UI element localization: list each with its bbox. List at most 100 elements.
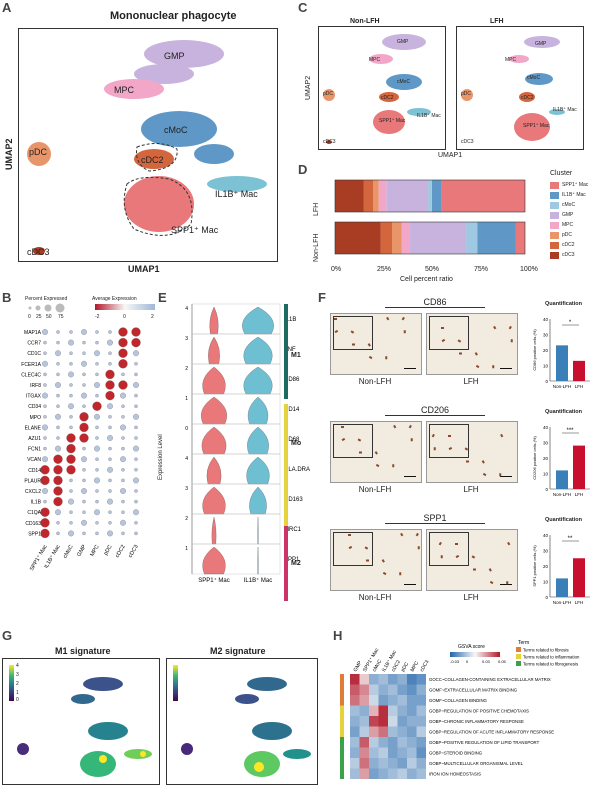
b-dot bbox=[43, 383, 47, 387]
f-quant-title: Quantification bbox=[545, 301, 582, 307]
e-gene-label: MRC1 bbox=[284, 527, 302, 533]
f-scalebar bbox=[404, 583, 416, 585]
b-dot bbox=[56, 425, 60, 430]
b-dot bbox=[82, 446, 86, 451]
b-dot bbox=[40, 475, 50, 486]
f-scalebar bbox=[404, 475, 416, 477]
e-gene-label: SPP1 bbox=[284, 557, 300, 563]
panel-b-legend-graphic bbox=[28, 303, 155, 313]
h-cell bbox=[416, 768, 426, 779]
b-dot bbox=[43, 446, 47, 451]
b-dot bbox=[94, 477, 100, 484]
b-dot bbox=[121, 510, 125, 514]
b-dot bbox=[95, 330, 99, 334]
d-legend-swatch bbox=[550, 251, 559, 259]
b-gene-label: PLAUR bbox=[24, 478, 41, 484]
h-legend-tick: 0.05 bbox=[498, 659, 507, 664]
panel-h-label: H bbox=[333, 628, 343, 643]
d-lfh-seg-4 bbox=[378, 180, 387, 212]
h-term-label: GOMF~COLLAGEN BINDING bbox=[429, 698, 488, 703]
h-term-legend-label: Terms related to inflammation bbox=[523, 655, 580, 660]
h-cell bbox=[350, 768, 360, 779]
panel-d-legend-title: Cluster bbox=[550, 170, 573, 177]
b-dot bbox=[133, 445, 139, 452]
f-bar bbox=[556, 345, 568, 381]
d-nonlfh-seg-1 bbox=[477, 222, 516, 254]
b-dot bbox=[120, 456, 126, 463]
b-dot bbox=[95, 393, 99, 398]
h-cell bbox=[397, 726, 407, 737]
h-cell bbox=[388, 737, 398, 748]
b-dot bbox=[69, 521, 73, 525]
panel-g-right-scatter bbox=[173, 665, 311, 777]
b-dot bbox=[95, 340, 99, 345]
h-term-category bbox=[340, 705, 344, 716]
e-violin-il1b bbox=[242, 306, 274, 335]
e-violin-il1b bbox=[246, 456, 270, 485]
label-cdc2: cDC2 bbox=[141, 155, 164, 165]
label-mpc: MPC bbox=[114, 85, 134, 95]
h-term-category bbox=[340, 737, 344, 748]
b-gene-label: CD1C bbox=[27, 351, 41, 357]
panel-a-title: Mononuclear phagocyte bbox=[110, 10, 237, 22]
panel-g-left-umap: 4 3 2 1 0 bbox=[2, 658, 160, 785]
f-ytick: 10 bbox=[543, 472, 549, 477]
b-dot bbox=[82, 499, 86, 504]
h-legend-tick: 0.03 bbox=[482, 659, 491, 664]
panel-c-label: C bbox=[298, 0, 308, 15]
b-dot bbox=[68, 371, 74, 378]
panel-d-xlabel: Cell percent ratio bbox=[400, 276, 453, 283]
b-dot bbox=[108, 351, 112, 355]
h-term-label: IRON ION HOMEOSTASIS bbox=[429, 772, 481, 777]
e-violin-il1b bbox=[247, 396, 269, 425]
f-xlabel: Non-LFH bbox=[553, 492, 571, 497]
b-group-label: cDC3 bbox=[128, 544, 140, 559]
b-dot bbox=[121, 415, 125, 419]
d-nonlfh-seg-4 bbox=[401, 222, 410, 254]
e-bracket-m2: M2 bbox=[291, 560, 301, 567]
f-xlabel: Non-LFH bbox=[553, 600, 571, 605]
g-tick-4: 4 bbox=[16, 663, 19, 669]
c-left-il1b: IL1B⁺ Mac bbox=[417, 113, 441, 119]
b-gene-label: IL1B bbox=[31, 500, 42, 506]
b-dot bbox=[82, 372, 86, 377]
b-dot bbox=[95, 457, 99, 461]
b-dot bbox=[134, 457, 138, 461]
b-dot bbox=[134, 404, 138, 408]
h-term-label: GOCC~COLLAGEN-CONTAINING EXTRACELLULAR M… bbox=[429, 677, 551, 682]
b-dot bbox=[81, 519, 87, 526]
b-group-label: MPC bbox=[89, 544, 100, 558]
f-bar bbox=[556, 470, 568, 489]
label-cdc3: cDC3 bbox=[27, 247, 50, 257]
f-xlabel: LFH bbox=[575, 492, 584, 497]
c-left-cdc2: cDC2 bbox=[381, 95, 394, 101]
d-legend-item: cMoC bbox=[550, 200, 588, 210]
e-ytick: 1 bbox=[185, 546, 188, 552]
f-ytick: 10 bbox=[543, 364, 549, 369]
b-dot bbox=[82, 478, 86, 483]
c-left-spp1: SPP1⁺ Mac bbox=[379, 118, 406, 124]
h-cell bbox=[378, 674, 388, 685]
b-dot bbox=[69, 383, 73, 387]
e-violin-spp1 bbox=[201, 396, 227, 425]
b-dot bbox=[82, 383, 86, 387]
f-micrograph bbox=[426, 529, 518, 591]
b-dot bbox=[81, 329, 87, 335]
b-dot bbox=[108, 489, 112, 493]
h-cell bbox=[416, 747, 426, 758]
b-dot bbox=[94, 445, 100, 452]
e-violin-spp1 bbox=[211, 516, 217, 545]
h-term-legend-label: Terms related to fibrogenesis bbox=[523, 662, 578, 667]
f-scalebar bbox=[500, 583, 512, 585]
d-legend-label: pDC bbox=[562, 232, 573, 238]
h-cell bbox=[369, 768, 379, 779]
f-group-caption: Non-LFH bbox=[358, 377, 392, 386]
b-dot bbox=[56, 436, 60, 440]
b-dot bbox=[94, 509, 100, 516]
label-pdc: pDC bbox=[29, 147, 48, 157]
e-gene-label: CD163 bbox=[284, 497, 303, 503]
e-violin-spp1 bbox=[208, 336, 220, 365]
f-inset bbox=[429, 316, 469, 350]
b-dot bbox=[94, 382, 100, 388]
b-gene-label: AZU1 bbox=[28, 436, 41, 442]
